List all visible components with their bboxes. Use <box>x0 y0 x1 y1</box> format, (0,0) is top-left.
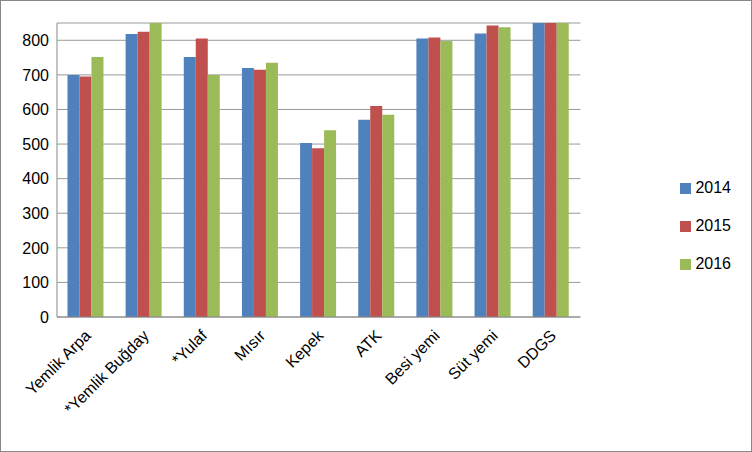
html-text:2016: 2016 <box>695 255 731 272</box>
svg-text:Yemlik Arpa: Yemlik Arpa <box>22 326 94 399</box>
html-text:2015: 2015 <box>695 217 731 234</box>
svg-text:Mısır: Mısır <box>231 326 269 364</box>
svg-text:Kepek: Kepek <box>282 326 327 371</box>
svg-text:0: 0 <box>40 309 49 326</box>
svg-text:ATK: ATK <box>351 327 384 360</box>
html-text:2014: 2014 <box>695 179 731 196</box>
svg-text:*Yemlik Buğday: *Yemlik Buğday <box>61 327 152 418</box>
svg-text:800: 800 <box>22 32 49 49</box>
svg-text:Süt yemi: Süt yemi <box>445 327 501 383</box>
svg-text:700: 700 <box>22 67 49 84</box>
svg-text:100: 100 <box>22 274 49 291</box>
svg-text:400: 400 <box>22 170 49 187</box>
svg-text:600: 600 <box>22 101 49 118</box>
svg-text:Besi yemi: Besi yemi <box>382 327 443 388</box>
svg-text:500: 500 <box>22 136 49 153</box>
svg-text:200: 200 <box>22 240 49 257</box>
svg-text:300: 300 <box>22 205 49 222</box>
svg-text:*Yulaf: *Yulaf <box>169 326 211 368</box>
svg-text:DDGS: DDGS <box>514 327 559 372</box>
